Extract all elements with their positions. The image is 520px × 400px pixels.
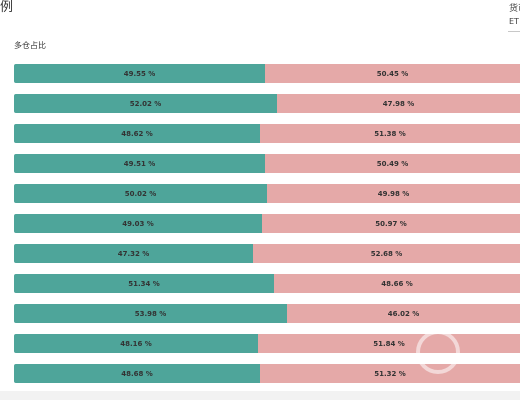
long-bar: 49.51 % [14, 154, 265, 173]
short-bar: 47.98 % [277, 94, 520, 113]
bar-row: 47.32 % 52.68 % [14, 244, 520, 263]
bar-row: 49.03 % 50.97 % [14, 214, 520, 233]
long-bar: 47.32 % [14, 244, 253, 263]
bar-row: 48.16 % 51.84 % [14, 334, 520, 353]
currency-select[interactable]: 货币 ET [508, 0, 520, 34]
bar-row: 50.02 % 49.98 % [14, 184, 520, 203]
long-bar: 52.02 % [14, 94, 277, 113]
series-label: 多仓占比 [14, 41, 46, 50]
short-bar: 51.32 % [260, 364, 520, 383]
long-bar: 48.68 % [14, 364, 260, 383]
currency-value[interactable]: ET [509, 17, 519, 26]
long-bar: 48.16 % [14, 334, 258, 353]
long-bar: 49.55 % [14, 64, 265, 83]
bar-row: 48.62 % 51.38 % [14, 124, 520, 143]
bar-row: 52.02 % 47.98 % [14, 94, 520, 113]
short-bar: 50.97 % [262, 214, 520, 233]
currency-label: 货币 [509, 4, 520, 14]
bottom-strip [0, 391, 520, 400]
bar-row: 49.55 % 50.45 % [14, 64, 520, 83]
currency-underline [508, 31, 520, 32]
bar-row: 48.68 % 51.32 % [14, 364, 520, 383]
short-bar: 52.68 % [253, 244, 520, 263]
short-bar: 50.45 % [265, 64, 520, 83]
bar-row: 49.51 % 50.49 % [14, 154, 520, 173]
long-bar: 48.62 % [14, 124, 260, 143]
bar-row: 51.34 % 48.66 % [14, 274, 520, 293]
long-bar: 49.03 % [14, 214, 262, 233]
short-bar: 51.38 % [260, 124, 520, 143]
short-bar: 46.02 % [287, 304, 520, 323]
long-bar: 50.02 % [14, 184, 267, 203]
short-bar: 50.49 % [265, 154, 520, 173]
long-bar: 53.98 % [14, 304, 287, 323]
short-bar: 48.66 % [274, 274, 520, 293]
short-bar: 51.84 % [258, 334, 520, 353]
long-bar: 51.34 % [14, 274, 274, 293]
page-title: 例 [0, 0, 14, 15]
bar-row: 53.98 % 46.02 % [14, 304, 520, 323]
short-bar: 49.98 % [267, 184, 520, 203]
